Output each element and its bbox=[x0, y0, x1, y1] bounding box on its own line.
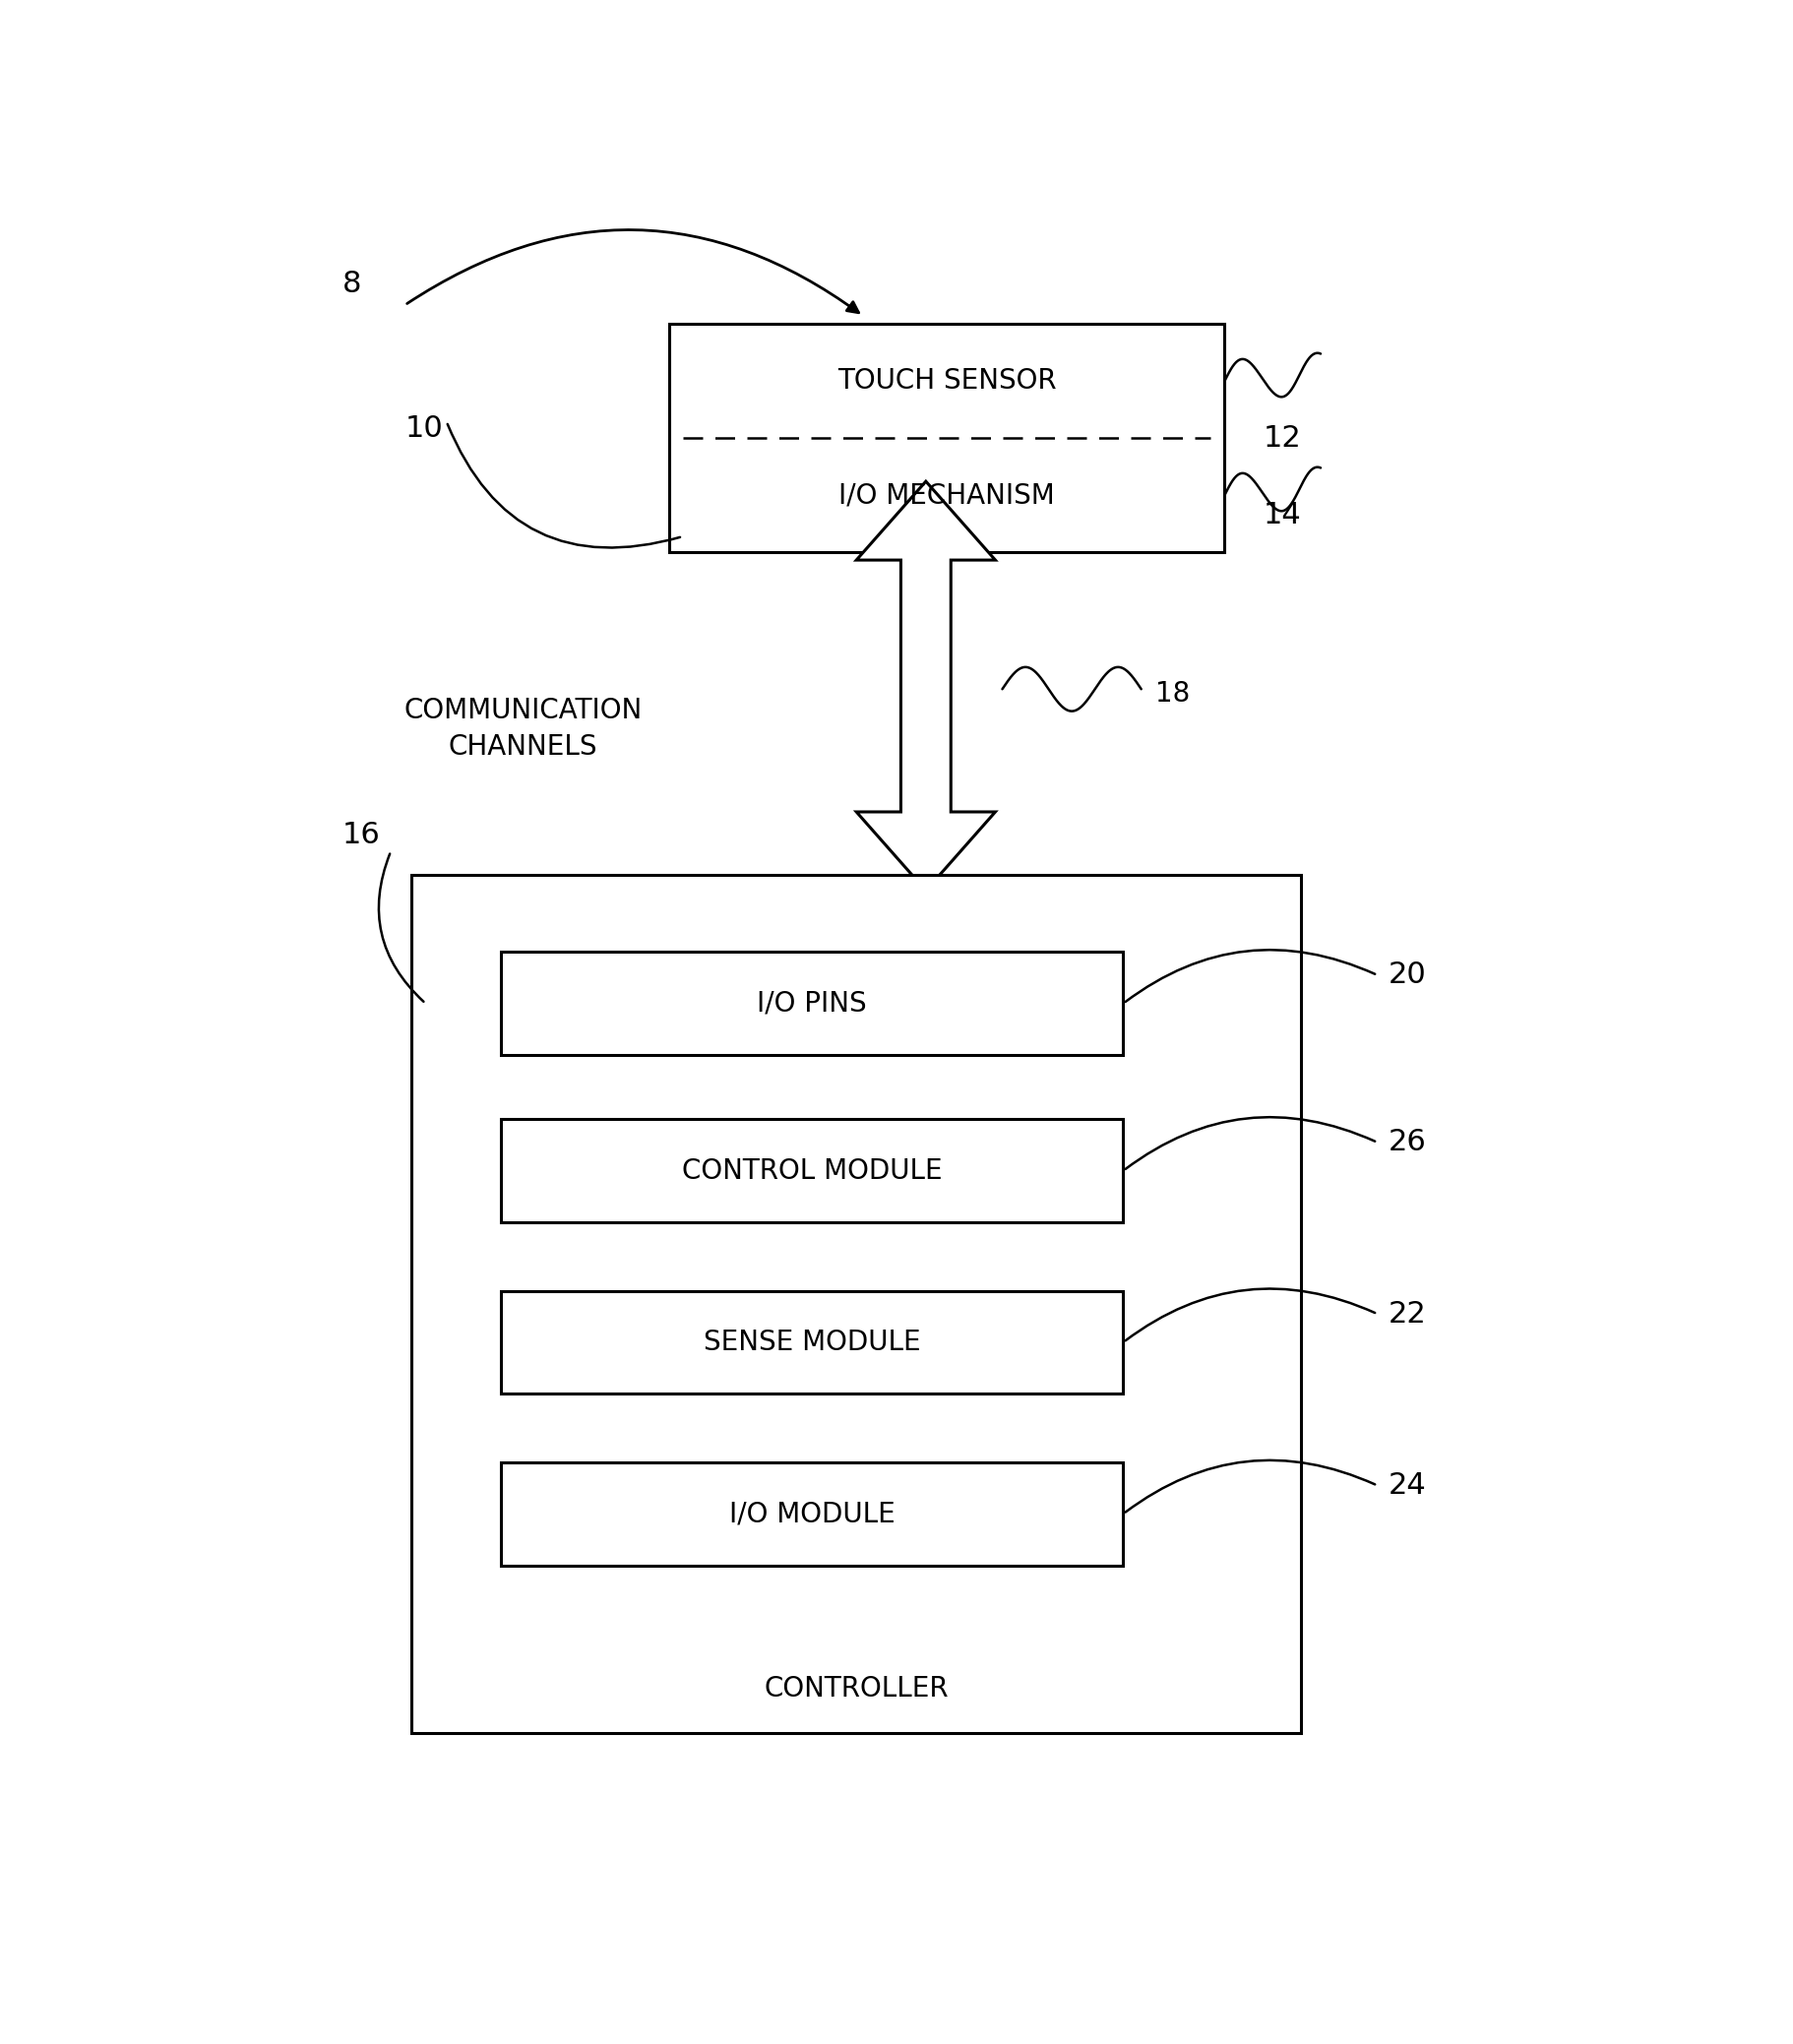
Bar bbox=[412, 875, 1302, 1733]
Text: 24: 24 bbox=[1388, 1472, 1427, 1500]
Polygon shape bbox=[857, 480, 995, 891]
Text: 22: 22 bbox=[1388, 1300, 1427, 1329]
Text: I/O MECHANISM: I/O MECHANISM bbox=[839, 480, 1054, 509]
Text: 26: 26 bbox=[1388, 1128, 1427, 1157]
Text: 14: 14 bbox=[1264, 501, 1302, 529]
Bar bbox=[500, 953, 1122, 1055]
Text: I/O PINS: I/O PINS bbox=[757, 989, 866, 1018]
Text: CONTROL MODULE: CONTROL MODULE bbox=[681, 1157, 941, 1186]
Text: I/O MODULE: I/O MODULE bbox=[730, 1500, 895, 1527]
Text: TOUCH SENSOR: TOUCH SENSOR bbox=[837, 368, 1056, 394]
Text: 10: 10 bbox=[405, 415, 443, 444]
Text: COMMUNICATION
CHANNELS: COMMUNICATION CHANNELS bbox=[403, 697, 642, 760]
Bar bbox=[500, 1461, 1122, 1566]
Text: 18: 18 bbox=[1155, 681, 1191, 707]
Bar bbox=[500, 1120, 1122, 1222]
Text: SENSE MODULE: SENSE MODULE bbox=[703, 1329, 920, 1355]
Text: 8: 8 bbox=[342, 270, 362, 298]
Text: CONTROLLER: CONTROLLER bbox=[764, 1674, 948, 1703]
Bar bbox=[669, 323, 1225, 552]
Text: 20: 20 bbox=[1388, 961, 1427, 989]
Bar bbox=[500, 1292, 1122, 1394]
Text: 16: 16 bbox=[342, 822, 380, 848]
Text: 12: 12 bbox=[1264, 423, 1302, 452]
